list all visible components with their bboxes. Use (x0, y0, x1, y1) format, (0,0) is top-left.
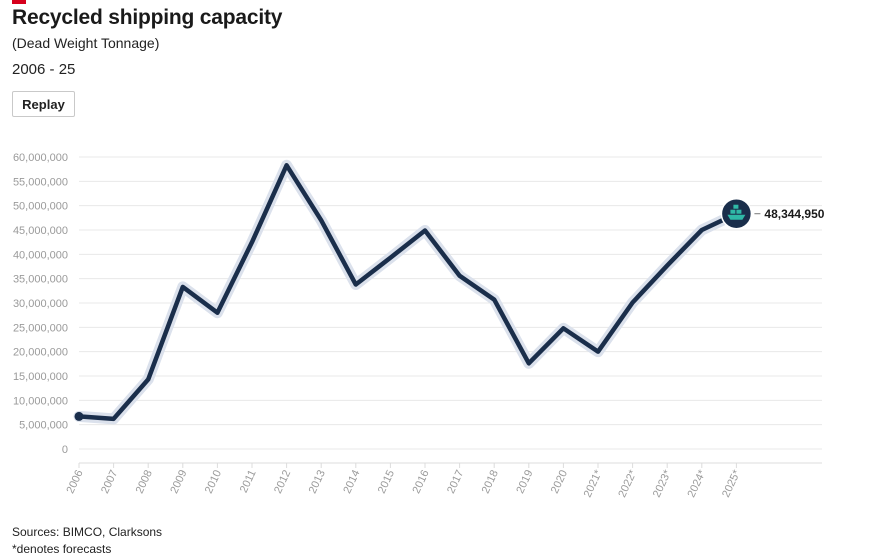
end-value-label: 48,344,950 (764, 207, 824, 221)
y-tick-label: 15,000,000 (13, 371, 68, 383)
y-tick-label: 60,000,000 (13, 152, 68, 164)
x-tick-label: 2010 (203, 468, 224, 495)
x-tick-label: 2022* (616, 468, 639, 500)
ship-container (730, 210, 735, 214)
y-tick-label: 45,000,000 (13, 225, 68, 237)
x-tick-label: 2015 (376, 468, 397, 495)
ship-container (733, 205, 738, 209)
series-line-halo (79, 165, 736, 419)
forecast-note: *denotes forecasts (12, 542, 111, 556)
x-tick-label: 2012 (272, 468, 293, 495)
y-tick-label: 35,000,000 (13, 274, 68, 286)
x-tick-label: 2021* (582, 468, 605, 500)
x-tick-label: 2016 (410, 468, 431, 495)
y-tick-label: 0 (62, 444, 68, 456)
x-tick-label: 2008 (134, 468, 155, 495)
x-tick-label: 2007 (99, 468, 120, 495)
x-tick-label: 2009 (168, 468, 189, 495)
y-tick-label: 25,000,000 (13, 322, 68, 334)
x-tick-label: 2006 (64, 468, 85, 495)
y-tick-label: 50,000,000 (13, 201, 68, 213)
x-tick-label: 2011 (238, 468, 259, 495)
ship-hull (727, 215, 745, 220)
y-tick-label: 55,000,000 (13, 176, 68, 188)
y-tick-label: 30,000,000 (13, 298, 68, 310)
y-tick-label: 10,000,000 (13, 395, 68, 407)
y-tick-label: 20,000,000 (13, 347, 68, 359)
ship-icon (721, 199, 751, 229)
y-tick-label: 5,000,000 (19, 420, 68, 432)
x-tick-label: 2019 (514, 468, 535, 495)
sources-note: Sources: BIMCO, Clarksons (12, 525, 162, 539)
x-tick-label: 2013 (307, 468, 328, 495)
ship-container (736, 210, 741, 214)
x-tick-label: 2020 (549, 468, 570, 495)
x-tick-label: 2017 (445, 468, 466, 495)
x-tick-label: 2018 (480, 468, 501, 495)
y-tick-label: 40,000,000 (13, 249, 68, 261)
data-point (75, 412, 84, 421)
line-chart: 0 5,000,000 10,000,000 15,000,000 20,000,000… (0, 0, 883, 520)
x-tick-label: 2023* (651, 468, 674, 500)
x-tick-label: 2024* (685, 468, 708, 500)
x-tick-label: 2014 (341, 468, 362, 495)
x-tick-label: 2025* (720, 468, 743, 500)
